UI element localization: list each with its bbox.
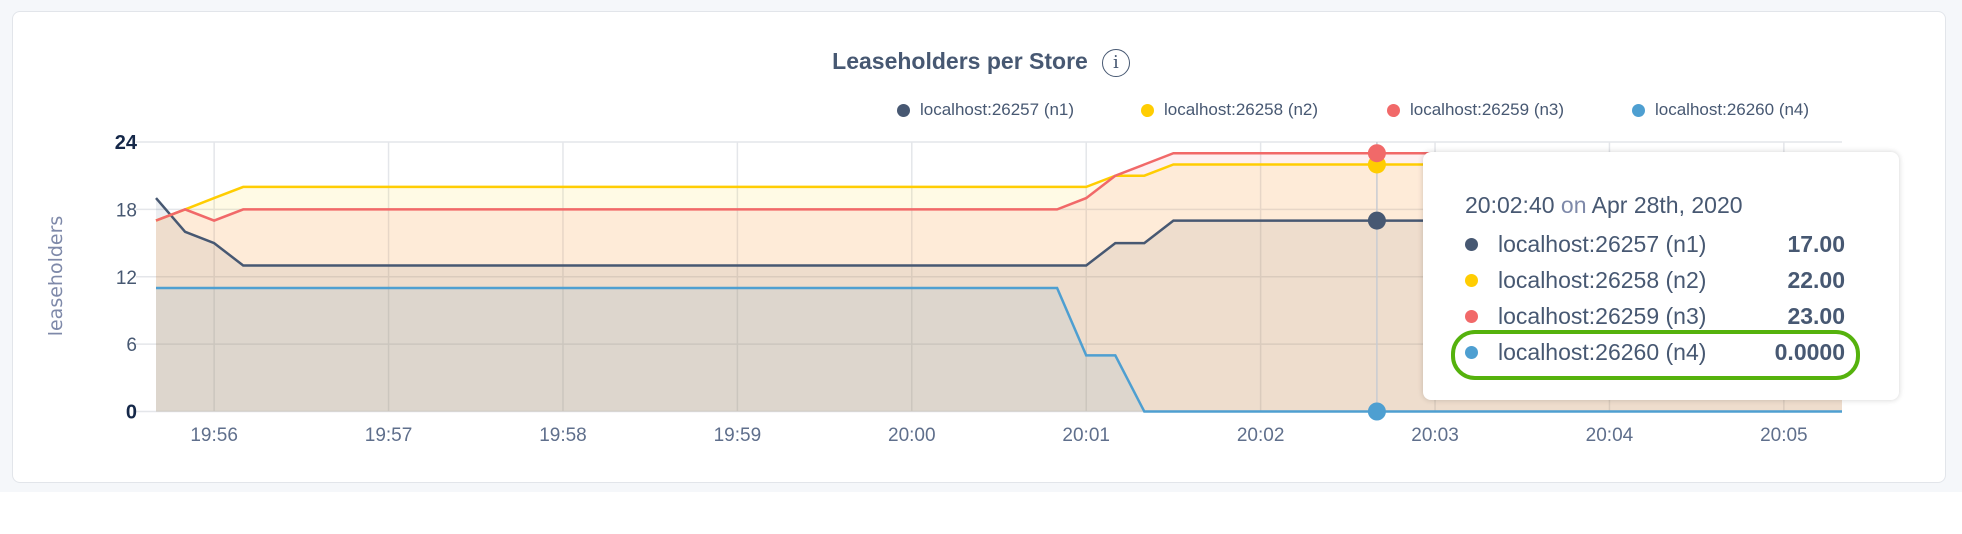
legend-dot-icon	[897, 103, 910, 117]
y-axis-label: leaseholders	[45, 216, 67, 337]
series-area	[156, 198, 1842, 412]
x-tick-label: 19:57	[365, 425, 413, 446]
legend-label: localhost:26259 (n3)	[1410, 100, 1565, 119]
legend-item[interactable]: localhost:26257 (n1)	[897, 100, 1074, 120]
x-tick-label: 19:58	[539, 425, 587, 446]
hover-point	[1367, 144, 1386, 163]
legend-item[interactable]: localhost:26260 (n4)	[1632, 100, 1809, 120]
hover-point	[1367, 402, 1386, 421]
x-tick-label: 20:03	[1411, 425, 1459, 446]
tooltip-time: 20:02:40	[1465, 192, 1555, 218]
x-tick-label: 20:02	[1237, 425, 1285, 446]
y-tick-label: 24	[115, 132, 138, 154]
y-tick-label: 6	[126, 335, 137, 356]
y-tick-label: 18	[116, 200, 137, 221]
legend-dot-icon	[1387, 103, 1400, 117]
x-tick-label: 20:01	[1062, 425, 1110, 446]
x-tick-label: 19:59	[714, 425, 762, 446]
y-tick-label: 12	[116, 268, 137, 289]
chart-title: Leaseholders per Store i	[0, 48, 1962, 77]
tooltip-date: Apr 28th, 2020	[1591, 192, 1743, 218]
tooltip-row-label: localhost:26258 (n2)	[1498, 266, 1707, 293]
series-area	[156, 153, 1842, 412]
info-icon[interactable]: i	[1101, 48, 1130, 77]
x-tick-label: 19:56	[190, 425, 238, 446]
series-dot-icon	[1465, 237, 1478, 251]
legend-item[interactable]: localhost:26258 (n2)	[1141, 100, 1318, 120]
y-tick-label: 0	[126, 402, 137, 424]
tooltip-row: localhost:26260 (n4) 0.0000	[1465, 334, 1845, 370]
tooltip-row-label: localhost:26259 (n3)	[1498, 302, 1707, 329]
tooltip-on: on	[1560, 192, 1587, 218]
highlight-ellipse	[1451, 330, 1860, 380]
legend-label: localhost:26257 (n1)	[920, 100, 1075, 119]
tooltip-title: 20:02:40 on Apr 28th, 2020	[1465, 192, 1743, 219]
tooltip-row: localhost:26257 (n1) 17.00	[1465, 226, 1845, 262]
tooltip-row-label: localhost:26257 (n1)	[1498, 230, 1707, 257]
x-tick-label: 20:00	[888, 425, 936, 446]
tooltip-row-value: 22.00	[1787, 266, 1845, 293]
chart-title-text: Leaseholders per Store	[832, 48, 1088, 74]
tooltip-row: localhost:26258 (n2) 22.00	[1465, 262, 1845, 298]
tooltip-row-value: 23.00	[1787, 302, 1845, 329]
legend-dot-icon	[1141, 103, 1154, 117]
tooltip-row-value: 0.0000	[1774, 338, 1845, 365]
series-dot-icon	[1465, 273, 1478, 287]
tooltip: 20:02:40 on Apr 28th, 2020 localhost:262…	[1423, 152, 1899, 400]
series-area	[156, 288, 1842, 412]
hover-point	[1367, 211, 1386, 230]
x-tick-label: 20:05	[1760, 425, 1808, 446]
series-line	[156, 286, 1842, 413]
tooltip-row: localhost:26259 (n3) 23.00	[1465, 298, 1845, 334]
legend-label: localhost:26258 (n2)	[1164, 100, 1319, 119]
series-dot-icon	[1465, 309, 1478, 323]
legend-dot-icon	[1632, 103, 1645, 117]
legend-label: localhost:26260 (n4)	[1655, 100, 1810, 119]
x-tick-label: 20:04	[1586, 425, 1634, 446]
tooltip-row-label: localhost:26260 (n4)	[1498, 338, 1707, 365]
legend-item[interactable]: localhost:26259 (n3)	[1387, 100, 1564, 120]
tooltip-row-value: 17.00	[1787, 230, 1845, 257]
